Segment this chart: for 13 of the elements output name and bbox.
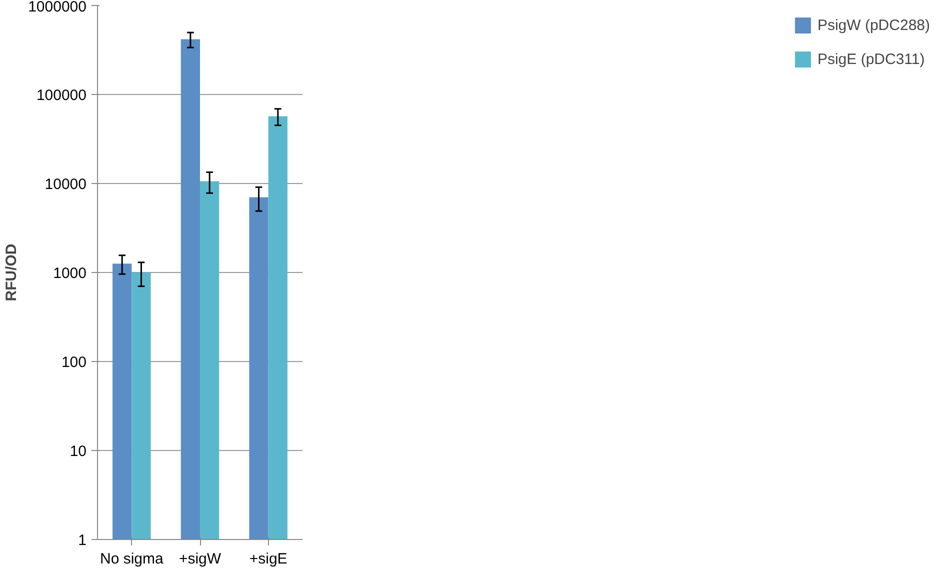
y-tick-label: 1	[78, 532, 86, 549]
y-tick-label: 100000	[36, 87, 87, 104]
y-tick-label: 10	[70, 443, 87, 460]
legend-label: PsigW (pDC288)	[817, 16, 930, 34]
y-tick-label: 1000	[53, 265, 87, 282]
legend-label: PsigE (pDC311)	[817, 50, 925, 68]
x-tick-label: No sigma	[100, 550, 164, 568]
x-tick-label: +sigW	[178, 550, 222, 568]
y-tick-label: 1000000	[28, 0, 87, 16]
y-tick-label: 10000	[44, 176, 87, 193]
x-tick-label: +sigE	[249, 550, 288, 568]
y-axis-title: RFU/OD	[3, 244, 20, 302]
y-tick-label: 100	[61, 354, 87, 371]
